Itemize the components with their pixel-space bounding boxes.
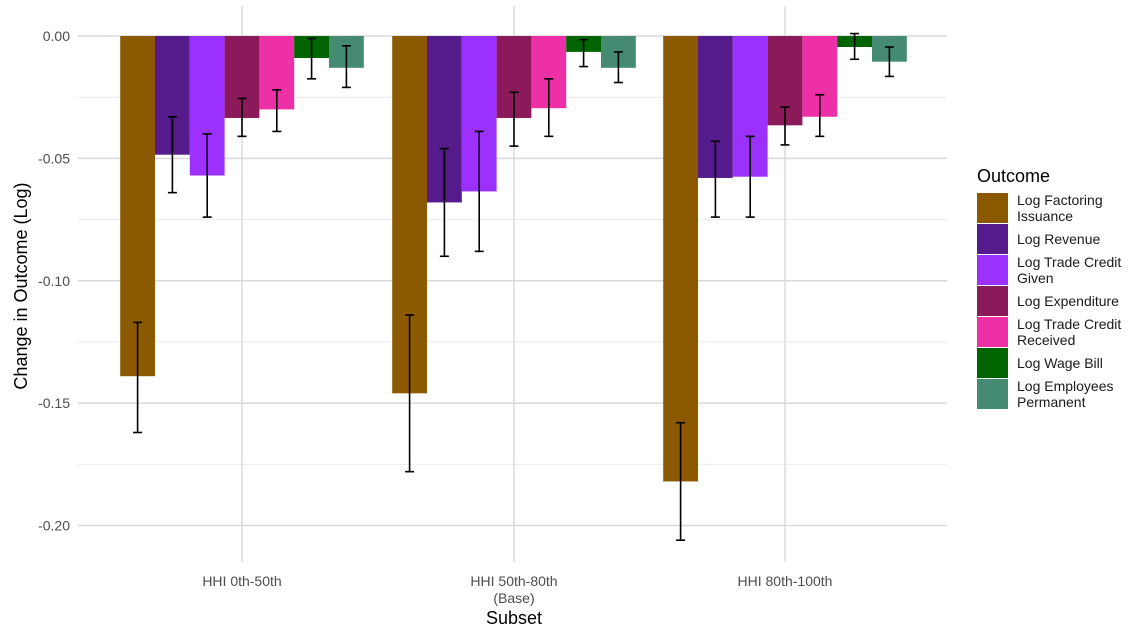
y-tick-label: -0.20: [38, 518, 70, 534]
legend-key: [977, 224, 1008, 254]
legend-label: Log Factoring: [1017, 192, 1103, 208]
legend-key: [977, 193, 1008, 223]
x-tick-label: (Base): [493, 590, 534, 606]
legend-label: Log Trade Credit: [1017, 316, 1121, 332]
y-tick-label: -0.10: [38, 273, 70, 289]
legend-key: [977, 317, 1008, 347]
legend-label: Log Revenue: [1017, 231, 1101, 247]
legend-label: Given: [1017, 270, 1054, 286]
x-tick-label: HHI 0th-50th: [202, 573, 281, 589]
legend-title: Outcome: [977, 166, 1050, 186]
errorbar-layer: [133, 32, 894, 541]
y-axis-title: Change in Outcome (Log): [11, 182, 31, 389]
y-tick-label: -0.15: [38, 395, 70, 411]
x-axis-title: Subset: [486, 608, 542, 625]
bar: [120, 36, 155, 377]
legend-key: [977, 379, 1008, 409]
legend-label: Log Wage Bill: [1017, 355, 1103, 371]
bar: [663, 36, 698, 482]
legend-key: [977, 286, 1008, 316]
legend-label: Received: [1017, 332, 1075, 348]
legend-label: Issuance: [1017, 208, 1073, 224]
legend-label: Log Trade Credit: [1017, 254, 1121, 270]
legend-label: Permanent: [1017, 394, 1086, 410]
x-tick-label: HHI 80th-100th: [738, 573, 833, 589]
y-tick-label: 0.00: [43, 28, 70, 44]
y-axis-ticks: 0.00 -0.05 -0.10 -0.15 -0.20: [38, 28, 70, 534]
legend-label: Log Expenditure: [1017, 293, 1119, 309]
y-tick-label: -0.05: [38, 150, 70, 166]
x-axis-ticks: HHI 0th-50th HHI 50th-80th(Base) HHI 80th-…: [202, 573, 832, 606]
x-tick-label: HHI 50th-80th: [470, 573, 557, 589]
legend-key: [977, 348, 1008, 378]
legend-label: Log Employees: [1017, 378, 1114, 394]
legend-key: [977, 255, 1008, 285]
